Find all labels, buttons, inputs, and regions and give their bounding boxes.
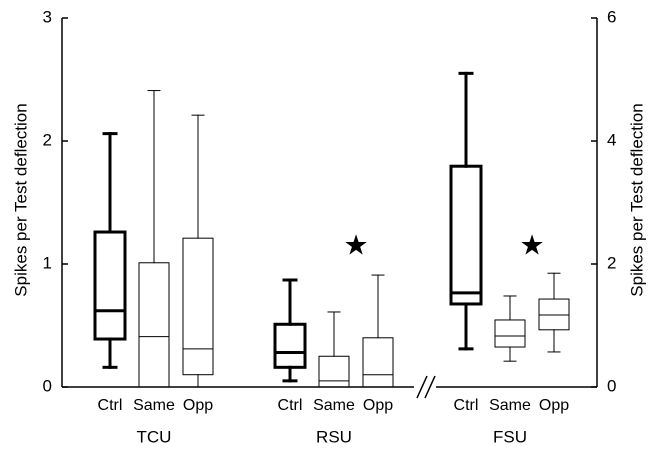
axis-break [424,375,436,399]
axis-break [416,375,428,399]
x-tick-label: Opp [363,397,393,414]
x-tick-label: Ctrl [278,397,303,414]
y-tick-label: 2 [43,130,52,149]
y2-axis-label: Spikes per Test deflection [627,103,646,296]
y-tick-label: 3 [43,7,52,26]
y-tick-label: 1 [43,253,52,272]
group-label: RSU [316,427,352,446]
annotation: ★ [343,229,368,260]
x-tick-label: Same [313,397,355,414]
box [182,237,214,376]
box [93,230,127,341]
y2-tick-label: 4 [607,130,616,149]
y2-tick-label: 0 [607,376,616,395]
annotation: ★ [519,229,544,260]
x-tick-label: Opp [539,397,569,414]
box [273,322,307,369]
y-tick-label: 0 [43,376,52,395]
box [138,262,170,388]
box [449,164,483,306]
x-tick-label: Opp [183,397,213,414]
group-label: FSU [493,427,527,446]
box [318,355,350,388]
x-tick-label: Ctrl [98,397,123,414]
box [494,319,526,348]
y2-tick-label: 2 [607,253,616,272]
box [362,337,394,388]
y-axis-label: Spikes per Test deflection [11,103,30,296]
y2-tick-label: 6 [607,7,616,26]
x-tick-label: Same [133,397,175,414]
group-label: TCU [137,427,172,446]
x-tick-label: Ctrl [454,397,479,414]
x-tick-label: Same [489,397,531,414]
box [538,298,570,331]
